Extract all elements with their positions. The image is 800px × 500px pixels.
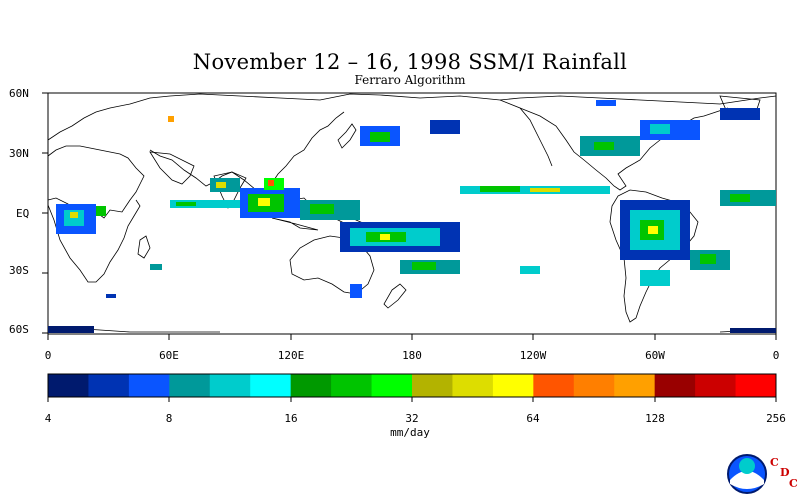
noaa-logo — [727, 454, 767, 494]
lon-label-60w: 60W — [645, 349, 665, 362]
colorbar-swatch — [695, 374, 737, 397]
axis-ticks — [42, 92, 777, 340]
colorbar-label-64: 64 — [526, 412, 540, 425]
colorbar-swatch — [371, 374, 413, 397]
colorbar-label-8: 8 — [165, 412, 173, 425]
antarctic-band — [48, 326, 776, 333]
map-subtitle: Ferraro Algorithm — [354, 73, 466, 87]
lon-label-120e: 120E — [277, 349, 305, 362]
lat-label-60n: 60N — [9, 87, 29, 100]
colorbar-swatch — [48, 374, 89, 397]
lon-label-0-east: 0 — [772, 349, 780, 362]
lon-label-120w: 120W — [519, 349, 547, 362]
colorbar-label-16: 16 — [284, 412, 298, 425]
colorbar-label-256: 256 — [766, 412, 786, 425]
colorbar-swatch — [290, 374, 332, 397]
lon-label-0: 0 — [44, 349, 52, 362]
colorbar-swatch — [88, 374, 130, 397]
colorbar-units: mm/day — [390, 426, 430, 439]
colorbar-swatch — [452, 374, 494, 397]
colorbar-label-128: 128 — [645, 412, 665, 425]
colorbar-swatch — [209, 374, 251, 397]
rainfall-patches — [56, 100, 776, 298]
colorbar-swatch — [654, 374, 696, 397]
colorbar-ticks — [47, 397, 777, 402]
lon-label-60e: 60E — [159, 349, 179, 362]
colorbar-swatch — [735, 374, 777, 397]
cdc-letter-d: D — [780, 466, 790, 479]
colorbar-swatch — [128, 374, 170, 397]
colorbar-swatch — [412, 374, 453, 397]
colorbar — [47, 373, 777, 398]
colorbar-swatch — [614, 374, 656, 397]
colorbar-swatch — [331, 374, 373, 397]
colorbar-swatch — [250, 374, 292, 397]
colorbar-swatch — [533, 374, 575, 397]
lat-label-60s: 60S — [9, 323, 29, 336]
colorbar-label-4: 4 — [44, 412, 52, 425]
lat-label-30s: 30S — [9, 264, 29, 277]
cdc-letter-c1: C — [770, 456, 779, 469]
lat-label-30n: 30N — [9, 147, 29, 160]
colorbar-swatch — [169, 374, 211, 397]
colorbar-swatch — [492, 374, 534, 397]
colorbar-label-32: 32 — [405, 412, 419, 425]
lon-label-180: 180 — [402, 349, 422, 362]
lat-label-eq: EQ — [16, 207, 30, 220]
colorbar-swatch — [573, 374, 615, 397]
map-title: November 12 – 16, 1998 SSM/I Rainfall — [192, 50, 628, 74]
cdc-letter-c2: C — [789, 477, 798, 490]
